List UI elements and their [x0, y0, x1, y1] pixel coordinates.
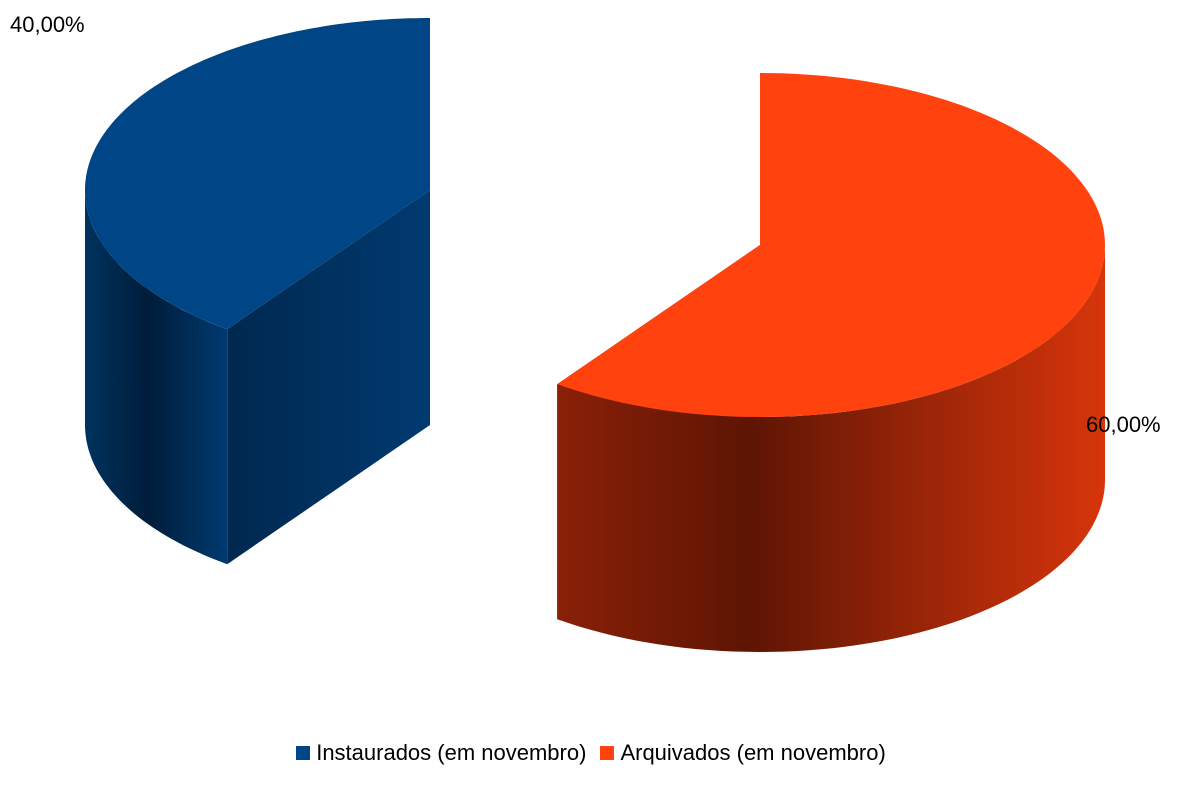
pie-slices [85, 18, 1105, 652]
pie-slice-instaurados [85, 18, 430, 565]
slice-value-label-arquivados: 60,00% [1086, 412, 1161, 437]
pie-slice-side-instaurados [85, 190, 228, 565]
legend: Instaurados (em novembro) Arquivados (em… [0, 738, 1182, 768]
pie-slice-top-instaurados [85, 18, 430, 330]
legend-swatch-instaurados [296, 746, 311, 760]
legend-item-instaurados: Instaurados (em novembro) [296, 740, 586, 766]
legend-label-instaurados: Instaurados (em novembro) [316, 740, 587, 765]
legend-swatch-arquivados [600, 746, 615, 760]
slice-value-label-instaurados: 40,00% [10, 12, 85, 37]
legend-label-arquivados: Arquivados (em novembro) [620, 740, 886, 765]
pie-slice-arquivados [557, 73, 1105, 652]
pie-slice-wall-instaurados-1 [227, 190, 430, 565]
legend-item-arquivados: Arquivados (em novembro) [600, 740, 886, 766]
pie-slice-top-arquivados [557, 73, 1105, 417]
pie-slice-side-arquivados [557, 245, 1105, 652]
